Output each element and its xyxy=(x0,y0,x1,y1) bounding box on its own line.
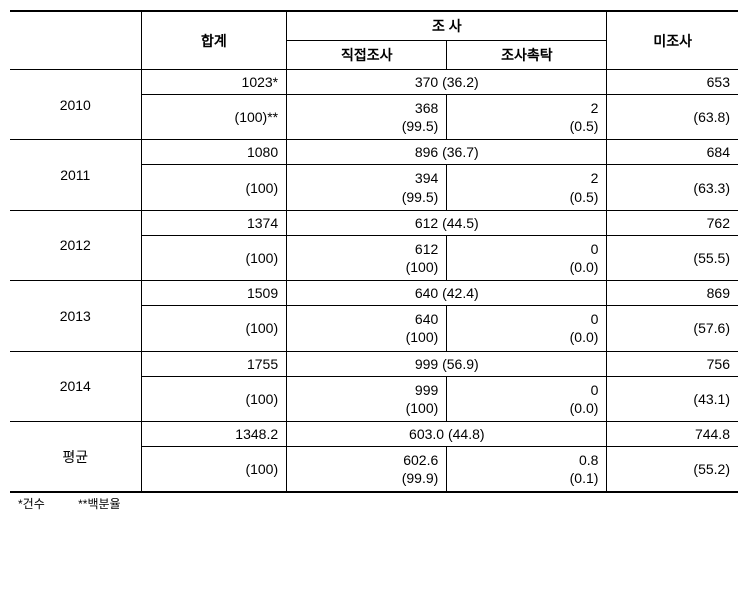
footnote-count: *건수 xyxy=(18,497,45,511)
not-surveyed-top: 653 xyxy=(607,70,738,95)
total-top: 1348.2 xyxy=(141,421,287,446)
not-surveyed-top: 869 xyxy=(607,281,738,306)
direct-survey-cell: 368(99.5) xyxy=(287,95,447,140)
total-bottom: (100) xyxy=(141,376,287,421)
survey-merged: 612 (44.5) xyxy=(287,210,607,235)
total-bottom: (100)** xyxy=(141,95,287,140)
survey-merged: 640 (42.4) xyxy=(287,281,607,306)
total-bottom: (100) xyxy=(141,306,287,351)
total-top: 1509 xyxy=(141,281,287,306)
total-top: 1374 xyxy=(141,210,287,235)
not-surveyed-bottom: (43.1) xyxy=(607,376,738,421)
header-total: 합계 xyxy=(141,11,287,70)
total-bottom: (100) xyxy=(141,235,287,280)
year-cell: 2010 xyxy=(10,70,141,140)
year-cell: 2013 xyxy=(10,281,141,351)
not-surveyed-bottom: (63.8) xyxy=(607,95,738,140)
not-surveyed-bottom: (55.5) xyxy=(607,235,738,280)
year-cell: 2012 xyxy=(10,210,141,280)
header-survey: 조 사 xyxy=(287,11,607,41)
survey-merged: 896 (36.7) xyxy=(287,140,607,165)
survey-merged: 370 (36.2) xyxy=(287,70,607,95)
year-cell: 평균 xyxy=(10,421,141,492)
direct-survey-cell: 394(99.5) xyxy=(287,165,447,210)
header-commissioned-survey: 조사촉탁 xyxy=(447,41,607,70)
commissioned-survey-cell: 0.8(0.1) xyxy=(447,446,607,492)
total-bottom: (100) xyxy=(141,446,287,492)
year-cell: 2014 xyxy=(10,351,141,421)
total-bottom: (100) xyxy=(141,165,287,210)
header-not-surveyed: 미조사 xyxy=(607,11,738,70)
total-top: 1755 xyxy=(141,351,287,376)
commissioned-survey-cell: 0(0.0) xyxy=(447,306,607,351)
total-top: 1080 xyxy=(141,140,287,165)
direct-survey-cell: 999(100) xyxy=(287,376,447,421)
commissioned-survey-cell: 0(0.0) xyxy=(447,235,607,280)
direct-survey-cell: 640(100) xyxy=(287,306,447,351)
total-top: 1023* xyxy=(141,70,287,95)
commissioned-survey-cell: 0(0.0) xyxy=(447,376,607,421)
direct-survey-cell: 602.6(99.9) xyxy=(287,446,447,492)
not-surveyed-bottom: (63.3) xyxy=(607,165,738,210)
data-table: 합계 조 사 미조사 직접조사 조사촉탁 20101023*370 (36.2)… xyxy=(10,10,738,493)
survey-merged: 999 (56.9) xyxy=(287,351,607,376)
not-surveyed-top: 756 xyxy=(607,351,738,376)
commissioned-survey-cell: 2(0.5) xyxy=(447,165,607,210)
header-blank xyxy=(10,11,141,70)
direct-survey-cell: 612(100) xyxy=(287,235,447,280)
footnote-percent: **백분율 xyxy=(78,497,120,511)
not-surveyed-top: 744.8 xyxy=(607,421,738,446)
commissioned-survey-cell: 2(0.5) xyxy=(447,95,607,140)
survey-merged: 603.0 (44.8) xyxy=(287,421,607,446)
not-surveyed-top: 684 xyxy=(607,140,738,165)
header-direct-survey: 직접조사 xyxy=(287,41,447,70)
footnote: *건수 **백분율 xyxy=(10,493,738,512)
year-cell: 2011 xyxy=(10,140,141,210)
not-surveyed-top: 762 xyxy=(607,210,738,235)
not-surveyed-bottom: (55.2) xyxy=(607,446,738,492)
not-surveyed-bottom: (57.6) xyxy=(607,306,738,351)
